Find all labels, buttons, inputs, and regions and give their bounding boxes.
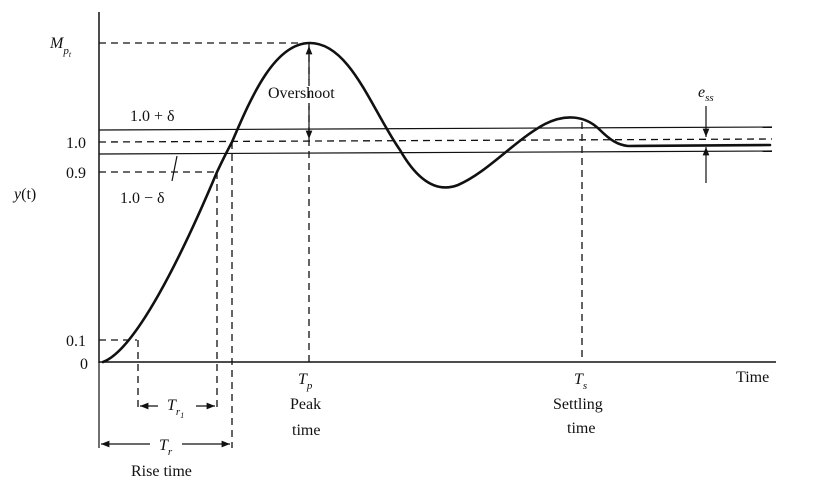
peak-value-subsub: t (69, 50, 72, 59)
peak-time-caption-2: time (292, 422, 320, 439)
upper-band-line (98, 126, 773, 131)
tr1-main: T (167, 397, 177, 414)
tr1-sub: r (176, 406, 181, 418)
peak-value-main: M (49, 35, 65, 52)
tr-symbol: Tr (159, 437, 173, 458)
tr-sub: r (168, 446, 173, 458)
tr-main: T (159, 437, 169, 454)
peak-value-label: Mpt (49, 35, 72, 59)
lower-band-label: 1.0 − δ (120, 190, 165, 207)
tr1-subsub: 1 (180, 411, 184, 420)
final-value-line (98, 138, 773, 143)
settling-time-caption-1: Settling (553, 396, 603, 413)
tick-label-0-1: 0.1 (66, 333, 86, 350)
rise-time-caption: Rise time (131, 463, 192, 480)
response-curve (101, 41, 772, 364)
origin-label: 0 (80, 356, 88, 373)
tr1-symbol: Tr1 (167, 397, 184, 420)
overshoot-label: Overshoot (268, 85, 335, 102)
tick-label-1-0: 1.0 (66, 135, 86, 152)
y-axis-label: y(t) (12, 186, 36, 203)
peak-value-sub: p (62, 45, 69, 57)
settling-time-symbol: Ts (574, 371, 587, 392)
settling-time-sub: s (583, 380, 587, 392)
peak-time-main: T (298, 371, 308, 388)
ess-sub: ss (705, 92, 714, 104)
lower-band-line (98, 150, 773, 155)
peak-time-sub: p (306, 380, 313, 392)
y-axis-label-arg: (t) (21, 186, 36, 203)
lower-band-leader (171, 155, 178, 182)
ess-label: ess (698, 84, 714, 104)
settling-time-main: T (574, 371, 584, 388)
tick-label-0-9: 0.9 (66, 165, 86, 182)
ess-main: e (698, 84, 705, 101)
x-axis-label: Time (736, 369, 769, 386)
upper-band-label: 1.0 + δ (130, 108, 175, 125)
peak-time-symbol: Tp (298, 371, 313, 392)
peak-time-caption-1: Peak (290, 396, 321, 413)
y-axis-label-main: y (12, 186, 22, 203)
settling-time-caption-2: time (567, 420, 595, 437)
